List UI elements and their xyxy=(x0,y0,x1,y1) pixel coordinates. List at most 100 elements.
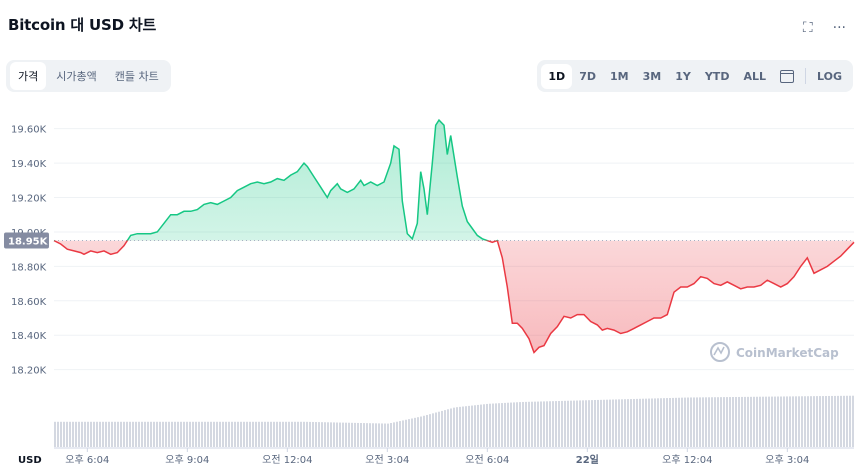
volume-bar xyxy=(228,421,230,447)
volume-bar xyxy=(807,396,809,447)
volume-bar xyxy=(804,396,806,447)
fullscreen-icon[interactable]: ⛶ xyxy=(802,20,813,36)
volume-bar xyxy=(789,396,791,447)
volume-bar xyxy=(108,421,110,447)
volume-bar xyxy=(534,401,536,447)
volume-bar xyxy=(831,395,833,447)
volume-bar xyxy=(258,421,260,447)
chart-title: Bitcoin 대 USD 차트 xyxy=(8,16,157,34)
coinmarketcap-logo-icon xyxy=(710,342,730,362)
volume-bar xyxy=(162,421,164,447)
volume-bar xyxy=(231,421,233,447)
volume-bar xyxy=(459,406,461,447)
volume-bar xyxy=(609,399,611,447)
range-1y[interactable]: 1Y xyxy=(675,69,691,83)
volume-bar xyxy=(144,421,146,447)
volume-bar xyxy=(843,395,845,447)
volume-bar xyxy=(219,421,221,447)
range-all[interactable]: ALL xyxy=(743,69,766,83)
volume-bar xyxy=(93,421,95,447)
volume-bar xyxy=(585,400,587,447)
volume-bar xyxy=(183,421,185,447)
volume-bar xyxy=(171,421,173,447)
volume-bar xyxy=(777,396,779,447)
volume-bar xyxy=(186,421,188,447)
volume-bar xyxy=(489,403,491,447)
volume-bar xyxy=(66,421,68,447)
volume-bar xyxy=(759,396,761,447)
volume-bar xyxy=(270,421,272,447)
x-tick-label: 오후 12:04 xyxy=(662,454,712,466)
range-ytd[interactable]: YTD xyxy=(704,69,730,83)
volume-bar xyxy=(582,400,584,447)
volume-bar xyxy=(225,421,227,447)
volume-bar xyxy=(438,411,440,447)
volume-bar xyxy=(300,421,302,447)
volume-bar xyxy=(741,396,743,447)
volume-bar xyxy=(747,396,749,447)
volume-bar xyxy=(276,421,278,447)
volume-bar xyxy=(78,421,80,447)
volume-bar xyxy=(408,419,410,447)
volume-bar xyxy=(255,421,257,447)
range-1d[interactable]: 1D xyxy=(541,63,573,89)
volume-bar xyxy=(693,397,695,447)
volume-bar xyxy=(513,402,515,447)
volume-bar xyxy=(375,423,377,447)
watermark-text: CoinMarketCap xyxy=(736,346,839,360)
volume-bar xyxy=(324,422,326,447)
volume-bar xyxy=(351,422,353,447)
volume-bar xyxy=(852,395,854,447)
volume-bar xyxy=(378,423,380,447)
time-range-selector: 1D 7D 1M 3M 1Y YTD ALL LOG xyxy=(537,60,853,92)
volume-bar xyxy=(234,421,236,447)
calendar-icon[interactable] xyxy=(780,69,794,83)
volume-bar xyxy=(522,401,524,447)
range-1m[interactable]: 1M xyxy=(610,69,629,83)
volume-bar xyxy=(615,399,617,447)
volume-bar xyxy=(261,421,263,447)
volume-bar xyxy=(288,421,290,447)
volume-bar xyxy=(123,421,125,447)
range-3m[interactable]: 3M xyxy=(642,69,662,83)
volume-bar xyxy=(573,400,575,447)
volume-bar xyxy=(798,396,800,447)
volume-bar xyxy=(285,421,287,447)
volume-bar xyxy=(723,397,725,447)
tab-market-cap[interactable]: 시가총액 xyxy=(56,70,97,83)
volume-bar xyxy=(471,405,473,447)
volume-bar xyxy=(105,421,107,447)
volume-bar xyxy=(672,397,674,447)
volume-bar xyxy=(642,398,644,447)
volume-bar xyxy=(252,421,254,447)
volume-bar xyxy=(465,406,467,447)
volume-bar xyxy=(192,421,194,447)
tab-candle-chart[interactable]: 캔들 차트 xyxy=(114,70,159,83)
volume-bar xyxy=(240,421,242,447)
volume-bar xyxy=(315,422,317,447)
range-7d[interactable]: 7D xyxy=(579,69,596,83)
volume-bar xyxy=(246,421,248,447)
volume-bar xyxy=(87,421,89,447)
volume-bar xyxy=(492,403,494,447)
volume-bar xyxy=(81,421,83,447)
volume-bar xyxy=(819,396,821,447)
volume-bar xyxy=(477,404,479,447)
volume-bar xyxy=(189,421,191,447)
volume-bar xyxy=(114,421,116,447)
volume-bar xyxy=(780,396,782,447)
volume-bar xyxy=(636,398,638,447)
volume-bar xyxy=(393,422,395,447)
volume-bar xyxy=(249,421,251,447)
volume-bar xyxy=(774,396,776,447)
volume-bar xyxy=(579,400,581,447)
volume-bar xyxy=(432,413,434,447)
more-icon[interactable]: ··· xyxy=(832,20,846,36)
volume-bar xyxy=(558,400,560,447)
tab-price[interactable]: 가격 xyxy=(10,62,47,90)
log-scale-toggle[interactable]: LOG xyxy=(817,69,842,83)
volume-bar xyxy=(468,405,470,447)
volume-bar xyxy=(180,421,182,447)
volume-bar xyxy=(120,421,122,447)
